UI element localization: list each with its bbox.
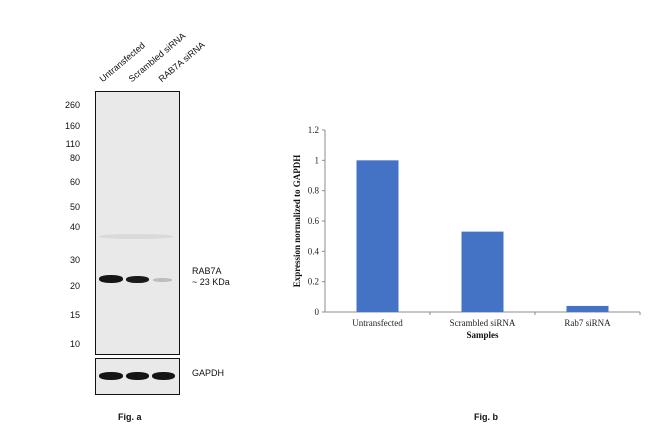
mw-30: 30 [69, 255, 80, 265]
bar [566, 305, 609, 312]
y-tick-label: 0 [315, 307, 320, 317]
mw-110: 110 [65, 139, 80, 149]
blot-gapdh [95, 358, 180, 395]
mw-260: 260 [64, 100, 80, 110]
mw-10: 10 [69, 339, 80, 349]
y-tick-label: 1.2 [308, 125, 319, 135]
y-tick-label: 1 [315, 155, 320, 165]
y-tick-label: 0.6 [308, 216, 320, 226]
y-tick-label: 0.2 [308, 277, 319, 287]
band-gapdh-untransfected [99, 372, 123, 380]
x-tick-label: Rab7 siRNA [564, 318, 611, 328]
band-rab7a-sirna [153, 278, 172, 282]
target-label-name: RAB7A [192, 266, 222, 276]
figure-label-a: Fig. a [118, 412, 142, 422]
band-faint-upper [99, 234, 173, 239]
band-gapdh-sirna [152, 372, 175, 380]
mw-60: 60 [69, 177, 80, 187]
mw-40: 40 [69, 222, 80, 232]
mw-50: 50 [69, 202, 80, 212]
mw-160: 160 [64, 121, 80, 131]
bar [461, 231, 504, 312]
x-tick-label: Scrambled siRNA [450, 318, 516, 328]
target-label-size: ~ 23 KDa [192, 277, 230, 287]
band-gapdh-scrambled [126, 372, 149, 380]
blot-main [95, 91, 180, 355]
band-rab7a-scrambled [126, 276, 149, 283]
band-rab7a-untransfected [99, 275, 123, 283]
x-axis-title: Samples [466, 330, 499, 340]
y-axis-title: Expression normalized to GAPDH [292, 155, 302, 288]
target-label: RAB7A ~ 23 KDa [192, 266, 230, 288]
y-tick-label: 0.8 [308, 186, 320, 196]
mw-20: 20 [69, 281, 80, 291]
y-tick-label: 0.4 [308, 246, 320, 256]
x-tick-label: Untransfected [352, 318, 403, 328]
figure-label-b: Fig. b [474, 412, 498, 422]
control-label: GAPDH [192, 368, 225, 378]
bar [356, 160, 399, 312]
mw-15: 15 [69, 310, 80, 320]
mw-80: 80 [69, 153, 80, 163]
